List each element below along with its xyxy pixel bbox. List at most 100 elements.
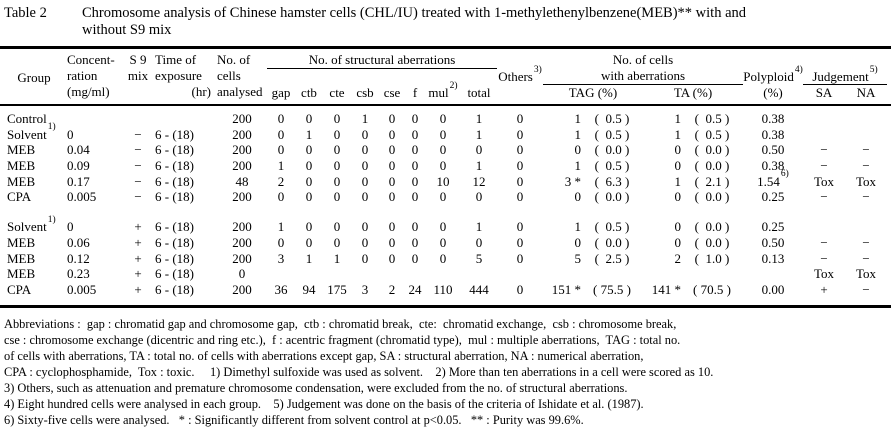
cell-na: Tox: [855, 266, 877, 282]
cell-ta_n: 141 *: [651, 281, 681, 297]
cell-csb: 0: [361, 234, 369, 250]
header-judgement: Judgement5): [803, 65, 887, 85]
cell-mul: 0: [439, 234, 447, 250]
cell-mul: 0: [439, 189, 447, 205]
cell-cells: 200: [232, 189, 252, 205]
cell-mul: [425, 266, 461, 282]
cell-ta_p: ( 0.0 ): [694, 158, 730, 174]
cell-f: 0: [411, 219, 419, 235]
cell-ta_n: 1: [674, 173, 682, 189]
cell-f: 0: [411, 189, 419, 205]
cell-sa: −: [820, 142, 828, 158]
cell-ctb: 94: [302, 281, 316, 297]
cell-mul: 0: [439, 142, 447, 158]
cell-sa: −: [820, 158, 828, 174]
cell-sa: Tox: [813, 173, 835, 189]
header-ctb: ctb: [301, 85, 317, 100]
table-row: CPA 0.005−6 - (18) 200 0 0 0 0 0 0 0 0 0 0( 0.0 ) 0( …: [0, 189, 891, 205]
table-block: Control 200 0 0 0 1 0 0 0 1 0 1( 0.5 ) 1( 0.5 ) 0.38 S…: [0, 111, 891, 205]
cell-cte: [323, 266, 351, 282]
cell-tag_p: [581, 266, 643, 282]
table-caption: Table 2 Chromosome analysis of Chinese h…: [0, 0, 891, 39]
table-title-line1: Chromosome analysis of Chinese hamster c…: [82, 5, 747, 21]
cell-tag_p: ( 0.0 ): [594, 189, 630, 205]
cell-tag_p: ( 0.5 ): [594, 158, 630, 174]
cell-group: CPA: [7, 189, 32, 205]
header-s9-mix: S 9 mix: [127, 52, 149, 83]
table-row: MEB 0.09−6 - (18) 200 1 0 0 0 0 0 0 1 0 1( 0.5 ) 0( 0…: [0, 158, 891, 174]
cell-csb: 0: [361, 173, 369, 189]
header-f: f: [412, 85, 418, 100]
cell-ta_p: ( 0.0 ): [694, 234, 730, 250]
footnote-ref-3: 3): [533, 64, 542, 75]
cell-conc: 0.17: [67, 173, 90, 189]
cell-time: 6 - (18): [155, 189, 194, 205]
header-cells-with-aberrations-group: No. of cells with aberrations: [543, 52, 743, 85]
cell-poly: 0.13: [761, 250, 785, 266]
cell-na: −: [862, 234, 870, 250]
cell-ctb: 0: [305, 111, 313, 126]
cell-gap: 0: [277, 126, 285, 142]
cell-tag_n: 151 *: [551, 281, 581, 297]
cell-group: MEB: [7, 250, 36, 266]
cell-total: 0: [475, 142, 483, 158]
cell-s9: −: [134, 173, 142, 189]
cell-tag_n: 0: [574, 142, 582, 158]
cell-cells: 200: [232, 126, 252, 142]
cell-gap: 36: [274, 281, 288, 297]
cell-na: −: [862, 142, 870, 158]
cell-tag_p: ( 2.5 ): [594, 250, 630, 266]
cell-cse: 0: [388, 158, 396, 174]
table-row: Control 200 0 0 0 1 0 0 0 1 0 1( 0.5 ) 1( 0.5 ) 0.38: [0, 111, 891, 127]
cell-tag_p: ( 0.5 ): [594, 126, 630, 142]
header-csb: csb: [356, 85, 374, 100]
footnote-line: CPA : cyclophosphamide, Tox : toxic. 1) …: [4, 364, 714, 379]
cell-ctb: 0: [305, 158, 313, 174]
cell-s9: +: [134, 250, 142, 266]
cell-s9: −: [134, 158, 142, 174]
cell-mul: 0: [439, 111, 447, 126]
cell-na: −: [862, 250, 870, 266]
cell-ta_p: ( 1.0 ): [694, 250, 730, 266]
cell-f: 24: [408, 281, 422, 297]
cell-group: MEB: [7, 234, 36, 250]
cell-cte: 0: [333, 126, 341, 142]
cell-ta_n: 1: [674, 111, 682, 126]
cell-poly: 0.38: [761, 158, 785, 174]
cell-ta_n: 0: [674, 234, 682, 250]
cell-group: Control: [7, 111, 47, 126]
footnote-line: of cells with aberrations, TA : total no…: [4, 348, 644, 363]
cell-tag_n: 1: [574, 219, 582, 235]
cell-cse: 2: [388, 281, 396, 297]
cell-s9: [121, 111, 155, 127]
cell-ta_p: ( 0.5 ): [694, 126, 730, 142]
cell-ta_n: 0: [674, 219, 682, 235]
cell-tag_n: 0: [574, 234, 582, 250]
table-row: CPA 0.005 +6 - (18) 200 36 94 175 3 2 24 110 444 0 15…: [0, 282, 891, 298]
table-row: MEB 0.04−6 - (18) 200 0 0 0 0 0 0 0 0 0 0( 0.0 ) 0( 0…: [0, 142, 891, 158]
cell-cse: 0: [388, 189, 396, 205]
footnote-line: 4) Eight hundred cells were analysed in …: [4, 396, 644, 411]
cell-time: [155, 111, 217, 127]
footnote-ref-4: 4): [794, 64, 803, 75]
cell-s9: +: [134, 219, 142, 235]
table-row: MEB 0.17−6 - (18) 48 2 0 0 0 0 0 10 12 0 3 *( 6.3 ) 1…: [0, 170, 891, 190]
cell-cse: 0: [388, 126, 396, 142]
cell-ta_n: 1: [674, 126, 682, 142]
cell-tag_n: 1: [574, 126, 582, 142]
cell-conc: 0.06: [67, 234, 90, 250]
cell-others: 0: [516, 142, 524, 158]
cell-group: Solvent1): [7, 214, 56, 235]
cell-cte: 1: [333, 250, 341, 266]
cell-gap: 1: [277, 158, 285, 174]
cell-sa: −: [820, 250, 828, 266]
cell-s9: −: [134, 126, 142, 142]
header-tag-percent: TAG (%): [568, 85, 618, 100]
cell-ctb: 0: [305, 219, 313, 235]
cell-csb: 1: [361, 111, 369, 126]
cell-poly: 0.50: [761, 234, 785, 250]
cell-csb: 0: [361, 219, 369, 235]
footnote-ref: 1): [47, 122, 56, 133]
cell-conc: 0.005: [67, 281, 97, 297]
cell-conc: 0.12: [67, 250, 90, 266]
